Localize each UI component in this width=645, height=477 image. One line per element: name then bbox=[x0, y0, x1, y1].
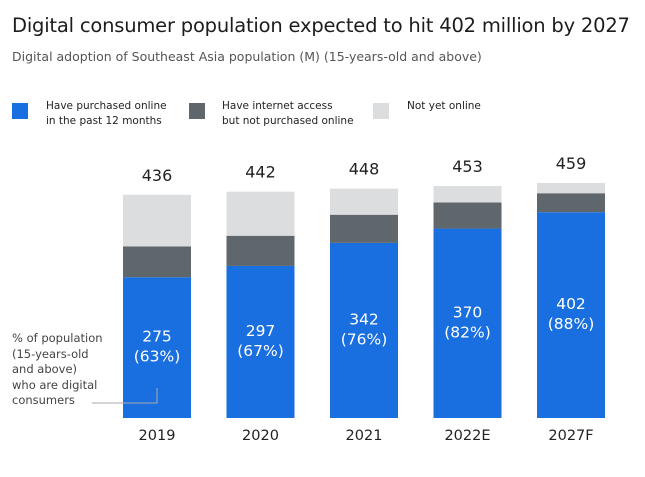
bar-value-label: (76%) bbox=[341, 330, 388, 348]
total-label: 442 bbox=[245, 163, 276, 182]
bar-purchased-2020 bbox=[226, 265, 295, 418]
x-tick-label: 2022E bbox=[444, 428, 490, 444]
annotation-leader-line bbox=[92, 388, 158, 404]
x-tick-label: 2019 bbox=[139, 428, 176, 444]
total-label: 453 bbox=[452, 157, 483, 176]
bar-value-label: 297 bbox=[246, 322, 276, 340]
bar-offline-2019 bbox=[123, 194, 191, 247]
bar-offline-2022E bbox=[433, 186, 502, 203]
legend-swatch-offline bbox=[373, 103, 389, 119]
bar-offline-2021 bbox=[330, 188, 398, 215]
total-label: 436 bbox=[142, 166, 173, 185]
legend-label-purchased: Have purchased online in the past 12 mon… bbox=[46, 100, 167, 127]
legend-label-offline: Not yet online bbox=[407, 100, 481, 112]
bar-value-label: 370 bbox=[453, 303, 483, 321]
bar-value-label: 342 bbox=[349, 310, 379, 328]
chart-title: Digital consumer population expected to … bbox=[12, 14, 630, 37]
legend-label-internet: Have internet access but not purchased o… bbox=[222, 100, 354, 127]
bar-purchased-2021 bbox=[330, 242, 398, 418]
bar-value-label: 275 bbox=[142, 328, 172, 346]
bar-value-label: (63%) bbox=[134, 348, 181, 366]
legend-swatch-purchased bbox=[12, 103, 28, 119]
total-label: 448 bbox=[349, 160, 380, 179]
x-tick-label: 2027F bbox=[548, 428, 593, 444]
bar-internet-2021 bbox=[330, 214, 398, 243]
bar-purchased-2022E bbox=[433, 228, 502, 418]
bar-value-label: (67%) bbox=[237, 342, 284, 360]
bar-value-label: (82%) bbox=[444, 323, 491, 341]
bar-internet-2027F bbox=[537, 193, 605, 213]
bar-internet-2019 bbox=[123, 246, 191, 278]
total-label: 459 bbox=[556, 154, 587, 173]
bar-offline-2020 bbox=[226, 191, 295, 236]
bar-offline-2027F bbox=[537, 182, 605, 194]
bar-value-label: (88%) bbox=[548, 315, 595, 333]
bar-internet-2022E bbox=[433, 202, 502, 229]
bar-value-label: 402 bbox=[556, 295, 586, 313]
x-tick-label: 2020 bbox=[242, 428, 279, 444]
annotation: % of population (15-years-old and above)… bbox=[12, 331, 103, 407]
bar-internet-2020 bbox=[226, 235, 295, 266]
chart-subtitle: Digital adoption of Southeast Asia popul… bbox=[12, 49, 482, 64]
legend-swatch-internet bbox=[189, 103, 205, 119]
x-tick-label: 2021 bbox=[346, 428, 383, 444]
bar-purchased-2027F bbox=[537, 212, 605, 418]
